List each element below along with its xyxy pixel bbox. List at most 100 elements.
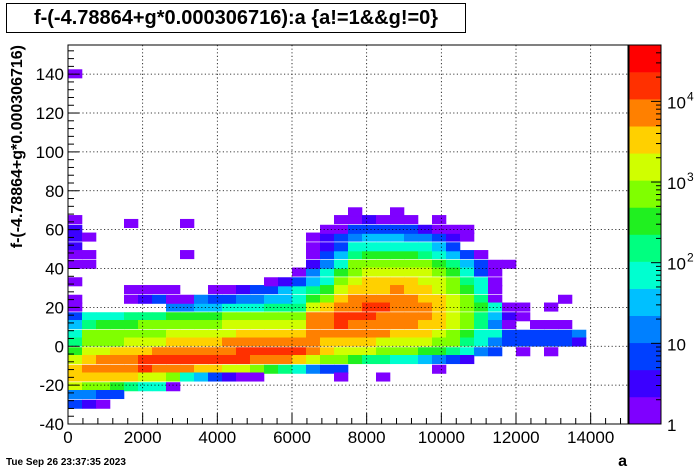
heatmap-cell [404,285,419,295]
heatmap-cell [166,329,181,339]
heatmap-cell [348,285,363,295]
heatmap-cell [362,312,377,322]
heatmap-cell [334,215,349,225]
heatmap-cell [264,347,279,357]
heatmap-cell [446,355,461,365]
heatmap-cell [460,320,475,330]
heatmap-cell [208,320,223,330]
heatmap-cell [334,329,349,339]
heatmap-cell [306,277,321,287]
heatmap-cell [222,329,237,339]
heatmap-cell [250,355,265,365]
heatmap-cell [432,277,447,287]
heatmap-cell [292,277,307,287]
heatmap-cell [348,259,363,269]
heatmap-cell [320,364,335,374]
heatmap-cell [362,329,377,339]
heatmap-cell [446,277,461,287]
x-axis-label: a [618,453,627,470]
heatmap-cell [180,312,195,322]
heatmap-cell [404,215,419,225]
heatmap-cell [558,337,573,347]
heatmap-cell [516,347,531,357]
heatmap-cell [348,232,363,242]
heatmap-cell [152,312,167,322]
heatmap-cell [208,329,223,339]
x-tick-label: 12000 [492,428,539,447]
heatmap-cell [474,312,489,322]
heatmap-cell [152,347,167,357]
heatmap-cell [96,347,111,357]
heatmap-cell [278,320,293,330]
heatmap-cell [376,224,391,234]
heatmap-cell [348,242,363,252]
heatmap-cell [390,294,405,304]
heatmap-cell [166,364,181,374]
heatmap-cell [446,232,461,242]
heatmap-cell [432,355,447,365]
heatmap-cell [362,242,377,252]
heatmap-cell [222,347,237,357]
heatmap-cell [208,312,223,322]
heatmap-cell [460,285,475,295]
heatmap-cell [418,250,433,260]
heatmap-cell [250,372,265,382]
heatmap-cell [418,312,433,322]
heatmap-cell [390,285,405,295]
heatmap-cell [320,277,335,287]
heatmap-cell [124,329,139,339]
heatmap-cell [180,294,195,304]
heatmap-cell [418,242,433,252]
x-tick-label: 6000 [273,428,311,447]
heatmap-cell [306,337,321,347]
heatmap-cell [404,250,419,260]
y-tick-label: 100 [36,143,64,162]
heatmap-cell [530,337,545,347]
palette-segment [629,153,661,181]
heatmap-cell [418,294,433,304]
heatmap-cell [68,372,83,382]
heatmap-cell [250,312,265,322]
x-tick-label: 2000 [124,428,162,447]
heatmap-cell [418,320,433,330]
heatmap-cell [110,347,125,357]
heatmap-cell [152,355,167,365]
heatmap-cell [96,364,111,374]
heatmap-cell [236,372,251,382]
heatmap-cell [460,277,475,287]
heatmap-cell [68,355,83,365]
heatmap-cell [250,364,265,374]
heatmap-cell [306,232,321,242]
heatmap-cell [404,277,419,287]
heatmap-cell [236,364,251,374]
heatmap-cell [222,320,237,330]
heatmap-cell [362,277,377,287]
heatmap-cell [68,250,83,260]
heatmap-cell [348,355,363,365]
palette-segment [629,261,661,289]
heatmap-cell [306,329,321,339]
heatmap-cell [390,347,405,357]
heatmap-cell [138,347,153,357]
heatmap-cell [432,285,447,295]
heatmap-cell [348,224,363,234]
heatmap-cell [544,337,559,347]
heatmap-cell [460,347,475,357]
heatmap-cell [208,364,223,374]
heatmap-cell [404,329,419,339]
heatmap-cell [208,285,223,295]
heatmap-cell [460,267,475,277]
heatmap-cell [250,294,265,304]
heatmap-cell [320,285,335,295]
heatmap-cell [110,337,125,347]
heatmap-cell [194,355,209,365]
heatmap-cell [166,372,181,382]
heatmap-cell [152,364,167,374]
heatmap-cell [348,267,363,277]
heatmap-cell [264,320,279,330]
heatmap-cell [222,355,237,365]
heatmap-cell [194,329,209,339]
heatmap-cell [96,312,111,322]
heatmap-cell [292,355,307,365]
x-tick-label: 8000 [348,428,386,447]
